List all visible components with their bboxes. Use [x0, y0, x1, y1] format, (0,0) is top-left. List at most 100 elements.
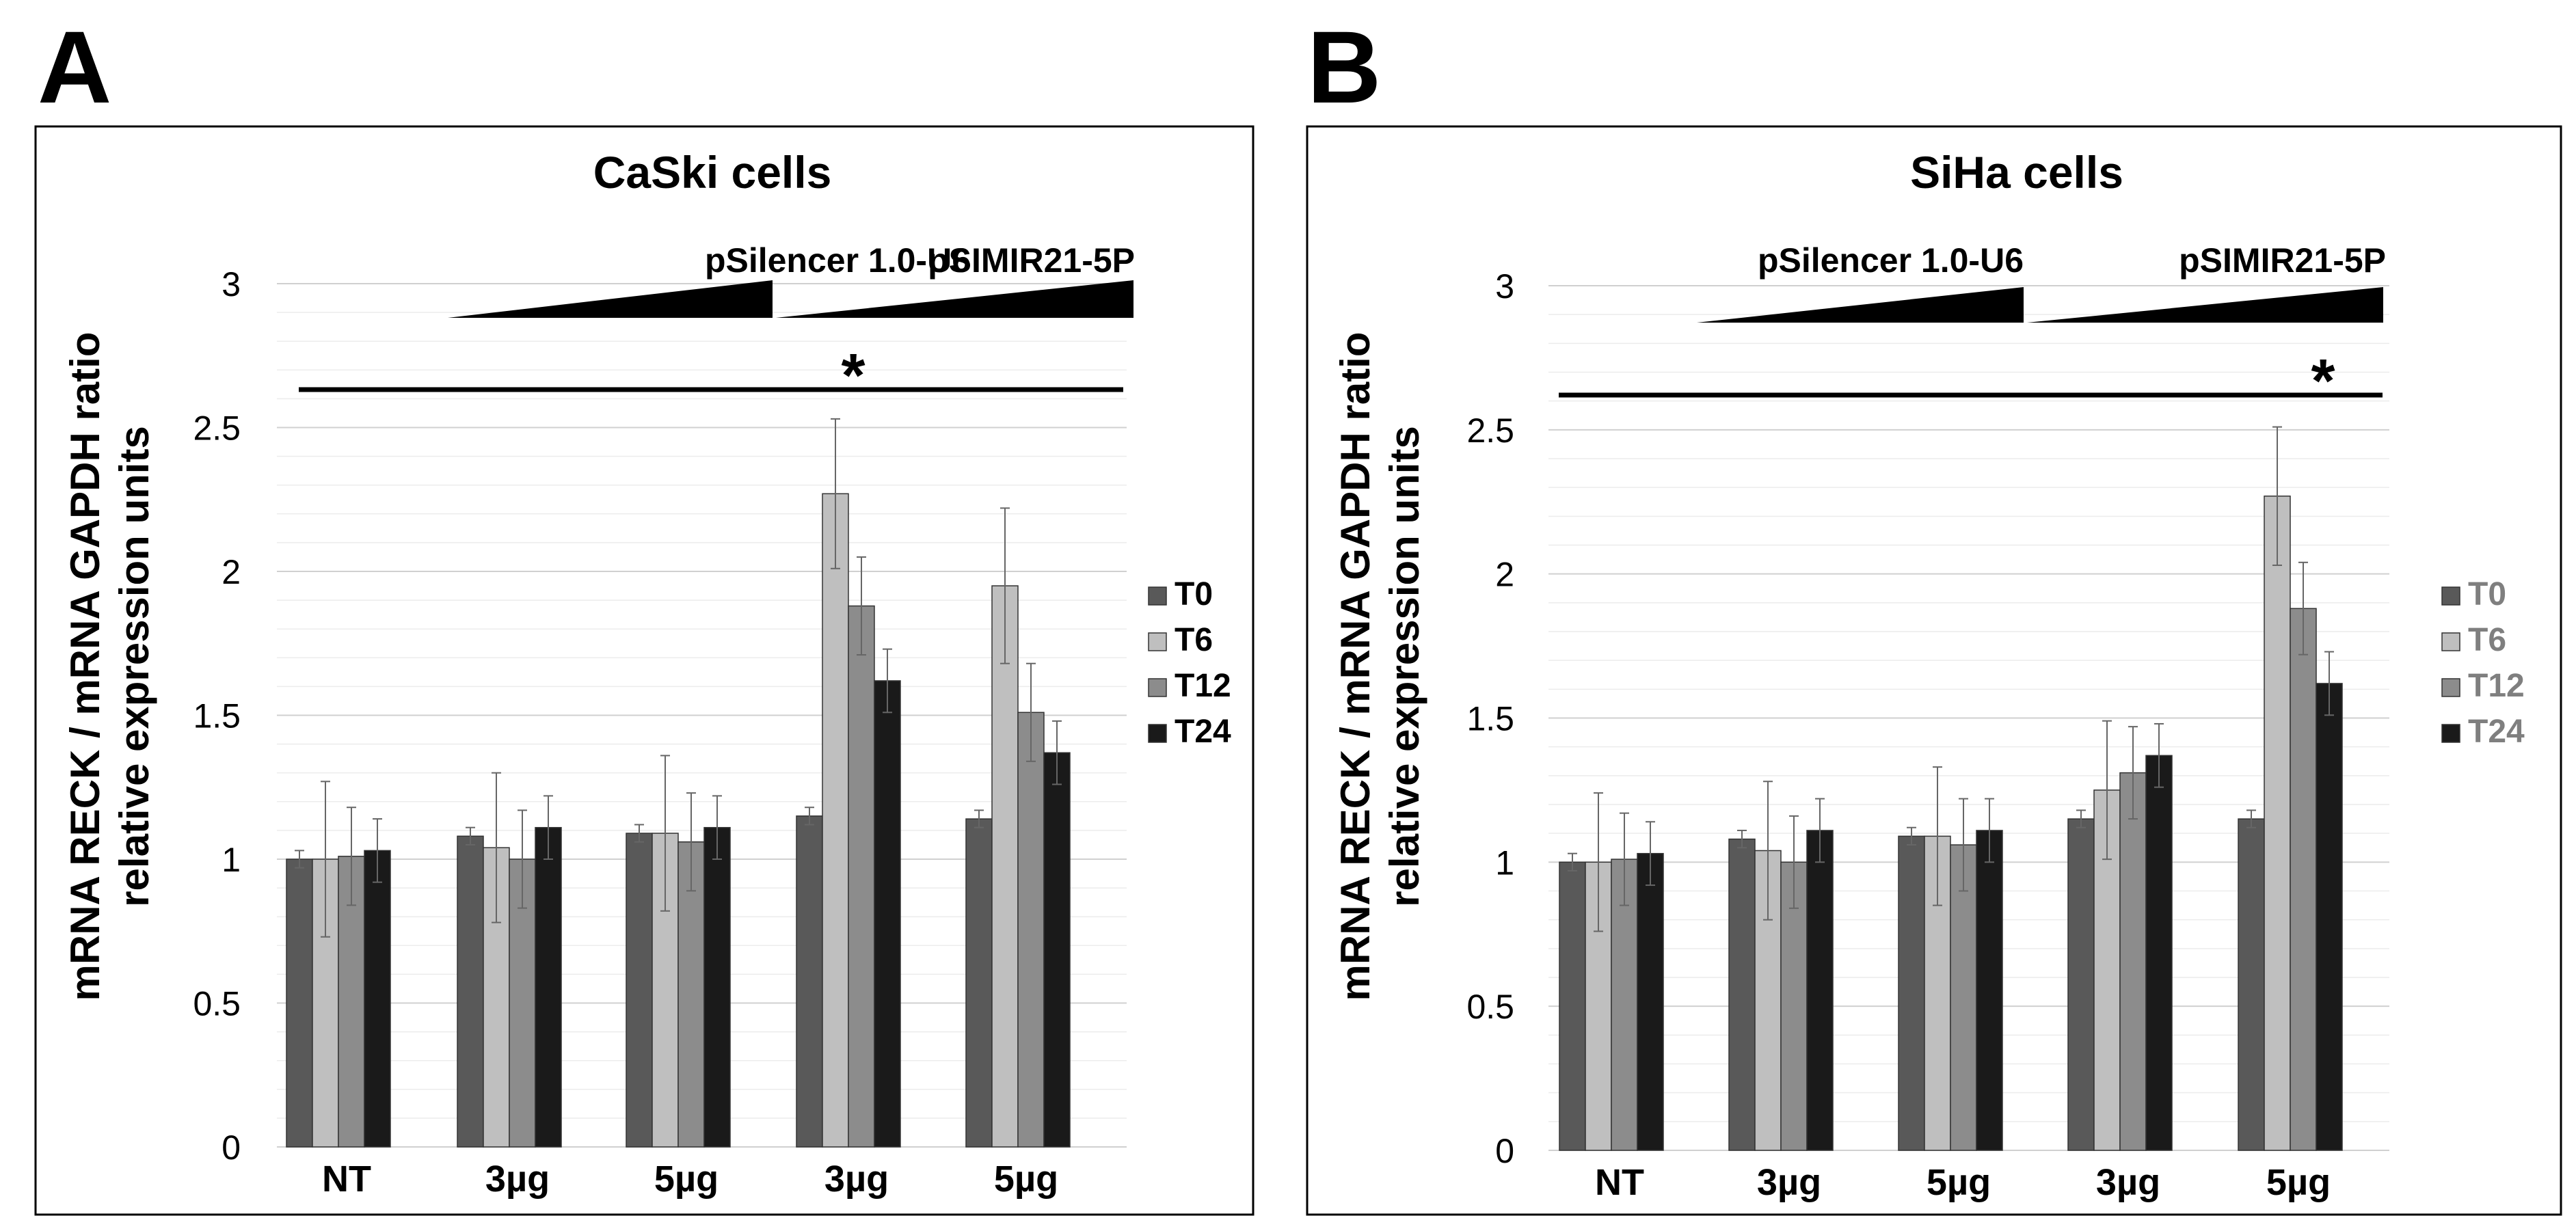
- legend-label: T12: [1175, 668, 1231, 704]
- bar-t24: [364, 850, 391, 1148]
- treatment-labels: pSilencer 1.0-U6 pSIMIR21-5P: [1697, 241, 2386, 323]
- significance-star: *: [2311, 347, 2335, 416]
- bars: [286, 418, 1071, 1148]
- bar-t12: [677, 841, 705, 1148]
- y-tick-label: 1: [1495, 843, 1514, 882]
- bar-t6: [991, 585, 1019, 1148]
- y-tick-label: 2: [1495, 556, 1514, 594]
- bar-t0: [2238, 818, 2265, 1151]
- dose-wedge: [448, 280, 773, 318]
- y-axis-label-line2: relative expression units: [111, 426, 157, 907]
- bar-t0: [457, 835, 484, 1148]
- y-axis-label-line1: mRNA RECK / mRNA GAPDH ratio: [1332, 332, 1378, 1001]
- x-tick-labels: NT 3µg 5µg 3µg 5µg: [1595, 1162, 2331, 1203]
- significance-annotation: *: [299, 342, 1123, 410]
- legend-swatch-t0: [1148, 586, 1167, 606]
- bar-t24: [535, 826, 562, 1148]
- y-tick-label: 1.5: [193, 697, 241, 735]
- x-tick-label: 3µg: [2096, 1162, 2160, 1203]
- treatment-label: pSilencer 1.0-U6: [705, 241, 971, 280]
- legend: T0 T6 T12 T24: [2441, 576, 2525, 750]
- x-tick-label: 5µg: [654, 1159, 719, 1200]
- legend-label: T24: [1175, 714, 1231, 750]
- bar-t6: [2264, 496, 2291, 1151]
- dose-wedge: [776, 280, 1133, 318]
- bar-t24: [874, 680, 901, 1148]
- chart-title: SiHa cells: [1910, 147, 2123, 198]
- treatment-label: pSIMIR21-5P: [928, 241, 1135, 280]
- y-axis-label: mRNA RECK / mRNA GAPDH ratio relative ex…: [62, 332, 157, 1001]
- y-axis-label: mRNA RECK / mRNA GAPDH ratio relative ex…: [1332, 332, 1427, 1001]
- bar-t24: [2145, 755, 2173, 1151]
- x-tick-label: 3µg: [1757, 1162, 1821, 1203]
- bar-t24: [1806, 830, 1834, 1151]
- bar-t0: [1559, 861, 1586, 1151]
- chart-panel-a: CaSki cells mRNA RECK / mRNA GAPDH ratio…: [34, 125, 1255, 1216]
- legend-swatch-t12: [2441, 678, 2460, 697]
- treatment-label: pSilencer 1.0-U6: [1758, 241, 2024, 280]
- bar-t12: [1950, 844, 1977, 1151]
- chart-title: CaSki cells: [593, 147, 832, 198]
- bar-t0: [626, 833, 653, 1148]
- legend-swatch-t6: [1148, 632, 1167, 651]
- panel-letter-a: A: [38, 10, 111, 124]
- y-tick-label: 0: [1495, 1132, 1514, 1170]
- dose-wedge: [2027, 287, 2383, 323]
- y-tick-labels: 0 0.5 1 1.5 2 2.5 3: [193, 265, 241, 1167]
- bar-t12: [848, 605, 875, 1148]
- legend-label: T0: [1175, 576, 1213, 612]
- x-tick-label: NT: [1595, 1162, 1644, 1203]
- legend-swatch-t0: [2441, 586, 2460, 606]
- bar-t24: [2316, 683, 2343, 1151]
- significance-annotation: *: [1559, 347, 2383, 416]
- bar-t0: [1898, 835, 1925, 1151]
- legend: T0 T6 T12 T24: [1148, 576, 1231, 750]
- x-tick-label: 3µg: [485, 1159, 550, 1200]
- x-tick-label: 5µg: [2266, 1162, 2331, 1203]
- bar-t24: [703, 826, 731, 1148]
- treatment-label: pSIMIR21-5P: [2179, 241, 2386, 280]
- bar-t12: [2290, 608, 2317, 1151]
- bar-t6: [822, 493, 849, 1148]
- bar-t12: [2119, 772, 2147, 1151]
- legend-label: T0: [2468, 576, 2506, 612]
- y-tick-label: 0: [222, 1128, 241, 1167]
- dose-wedge: [1697, 287, 2024, 323]
- bar-t24: [1043, 752, 1071, 1148]
- legend-swatch-t6: [2441, 632, 2460, 651]
- y-tick-label: 2: [222, 553, 241, 591]
- legend-swatch-t24: [1148, 724, 1167, 743]
- y-axis-label-line1: mRNA RECK / mRNA GAPDH ratio: [62, 332, 108, 1001]
- bar-t0: [1728, 838, 1756, 1151]
- y-axis-label-line2: relative expression units: [1382, 426, 1427, 907]
- bar-t0: [286, 858, 313, 1148]
- y-tick-label: 2.5: [1466, 411, 1514, 450]
- y-tick-label: 0.5: [1466, 988, 1514, 1026]
- legend-label: T12: [2468, 668, 2525, 704]
- chart-panel-b: SiHa cells mRNA RECK / mRNA GAPDH ratio …: [1306, 125, 2562, 1216]
- x-tick-label: 3µg: [824, 1159, 889, 1200]
- x-tick-label: NT: [322, 1159, 371, 1200]
- bars: [1559, 426, 2343, 1151]
- y-tick-labels: 0 0.5 1 1.5 2 2.5 3: [1466, 267, 1514, 1170]
- y-tick-label: 2.5: [193, 409, 241, 448]
- legend-label: T6: [1175, 622, 1213, 658]
- y-tick-label: 1.5: [1466, 700, 1514, 738]
- x-tick-label: 5µg: [994, 1159, 1058, 1200]
- bar-t0: [796, 815, 823, 1148]
- bar-t12: [1017, 712, 1045, 1148]
- bar-t0: [965, 818, 993, 1148]
- panel-letter-b: B: [1307, 10, 1381, 124]
- bar-t0: [2067, 818, 2095, 1151]
- legend-label: T6: [2468, 622, 2506, 658]
- bar-t24: [1637, 852, 1664, 1151]
- y-tick-label: 1: [222, 841, 241, 879]
- legend-label: T24: [2468, 714, 2525, 750]
- y-tick-label: 3: [1495, 267, 1514, 306]
- legend-swatch-t12: [1148, 678, 1167, 697]
- legend-swatch-t24: [2441, 724, 2460, 743]
- bar-t24: [1976, 830, 2003, 1151]
- x-tick-labels: NT 3µg 5µg 3µg 5µg: [322, 1159, 1058, 1200]
